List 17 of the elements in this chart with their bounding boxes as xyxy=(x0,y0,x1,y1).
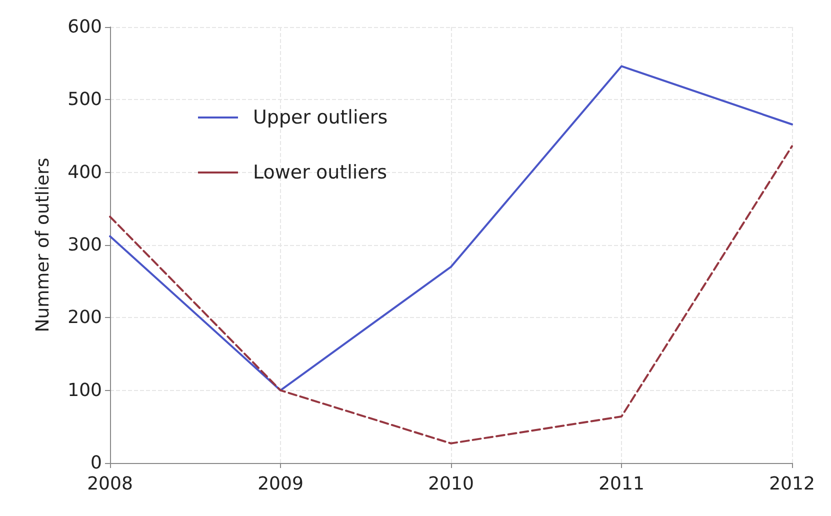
y-tick-label: 100 xyxy=(68,380,102,401)
x-tick-label: 2009 xyxy=(258,474,304,494)
y-tick-label: 0 xyxy=(90,452,102,474)
y-tick-label: 400 xyxy=(68,162,102,183)
line-series xyxy=(109,145,793,444)
line-series xyxy=(109,65,793,392)
y-tick-label: 500 xyxy=(68,89,102,110)
x-tick-label: 2012 xyxy=(769,474,815,494)
x-tick-label: 2008 xyxy=(87,474,133,494)
y-axis-title: Nummer of outliers xyxy=(32,158,54,332)
legend-label: Lower outliers xyxy=(253,162,388,184)
legend-label: Upper outliers xyxy=(253,106,388,128)
x-tick-label: 2011 xyxy=(598,474,644,494)
y-tick-label: 600 xyxy=(68,16,102,38)
y-tick-label: 200 xyxy=(68,307,102,328)
x-tick-label: 2010 xyxy=(428,474,474,494)
y-tick-label: 300 xyxy=(68,234,102,256)
